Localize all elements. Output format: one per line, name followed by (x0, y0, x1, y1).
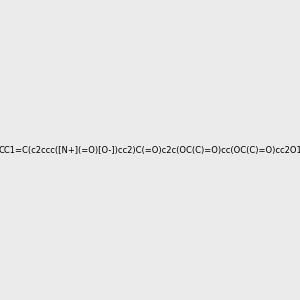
Text: CC1=C(c2ccc([N+](=O)[O-])cc2)C(=O)c2c(OC(C)=O)cc(OC(C)=O)cc2O1: CC1=C(c2ccc([N+](=O)[O-])cc2)C(=O)c2c(OC… (0, 146, 300, 154)
